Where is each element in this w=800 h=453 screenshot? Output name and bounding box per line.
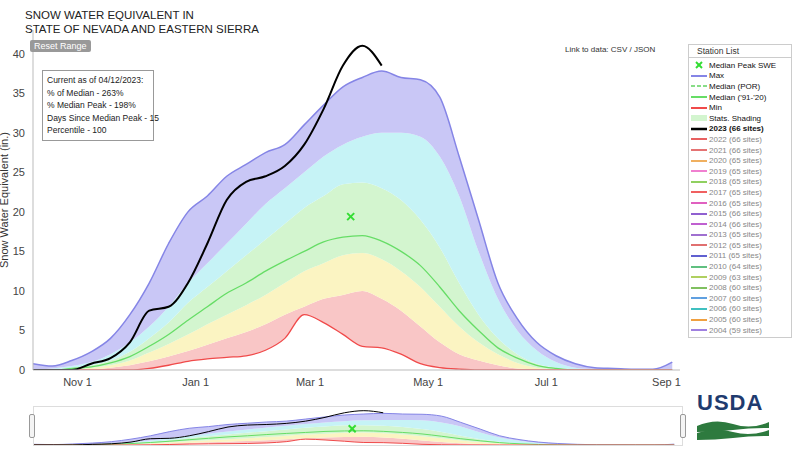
html-text:2014 (66 sites): 2014 (66 sites) [709, 219, 762, 229]
html-text:Max: Max [709, 71, 725, 81]
svg-text:40: 40 [13, 48, 25, 60]
svg-text:25: 25 [13, 166, 25, 178]
html-text:2011 (65 sites): 2011 (65 sites) [709, 251, 762, 261]
html-text:Median (POR): Median (POR) [709, 82, 761, 91]
svg-text:35: 35 [13, 87, 25, 99]
html-text:% Median Peak - 198%: % Median Peak - 198% [47, 100, 136, 110]
html-text:2017 (65 sites): 2017 (65 sites) [709, 187, 762, 197]
html-text:SNOW WATER EQUIVALENT IN: SNOW WATER EQUIVALENT IN [25, 9, 194, 21]
html-text:Reset Range: Reset Range [34, 41, 87, 51]
svg-text:Nov 1: Nov 1 [63, 376, 92, 388]
html-text:2005 (60 sites): 2005 (60 sites) [709, 315, 762, 324]
svg-text:0: 0 [19, 364, 25, 376]
html-text:2010 (64 sites): 2010 (64 sites) [709, 262, 762, 272]
html-text:Percentile - 100: Percentile - 100 [47, 125, 107, 135]
html-text:2006 (60 sites): 2006 (60 sites) [709, 304, 762, 314]
html-text:USDA: USDA [697, 390, 764, 415]
html-text:2021 (66 sites): 2021 (66 sites) [709, 145, 762, 155]
html-text:Days Since Median Peak - 15: Days Since Median Peak - 15 [47, 112, 159, 123]
svg-text:May 1: May 1 [413, 376, 443, 388]
html-text:2009 (63 sites): 2009 (63 sites) [709, 272, 762, 282]
svg-text:Sep 1: Sep 1 [652, 376, 681, 388]
html-text:2012 (65 sites): 2012 (65 sites) [709, 240, 762, 250]
html-text:Link to data: CSV / JSON: Link to data: CSV / JSON [565, 45, 656, 54]
html-text:2020 (65 sites): 2020 (65 sites) [709, 156, 762, 166]
html-text:STATE OF NEVADA AND EASTERN SI: STATE OF NEVADA AND EASTERN SIERRA [25, 23, 259, 35]
html-text:2018 (65 sites): 2018 (65 sites) [709, 177, 762, 187]
html-text:% of Median - 263%: % of Median - 263% [47, 87, 124, 98]
html-text:2004 (59 sites): 2004 (59 sites) [709, 325, 762, 335]
html-text:2023 (66 sites): 2023 (66 sites) [709, 124, 764, 134]
html-text:2016 (65 sites): 2016 (65 sites) [709, 198, 762, 208]
svg-text:Mar 1: Mar 1 [296, 376, 324, 388]
svg-text:Snow Water Equivalent (in.): Snow Water Equivalent (in.) [8, 132, 10, 268]
html-text:Station List: Station List [697, 46, 740, 56]
html-text:2013 (65 sites): 2013 (65 sites) [709, 230, 762, 240]
svg-text:10: 10 [13, 285, 25, 297]
html-text:2008 (60 sites): 2008 (60 sites) [709, 283, 762, 293]
html-text:2022 (66 sites): 2022 (66 sites) [709, 135, 762, 144]
html-text:Min: Min [709, 103, 722, 113]
html-text:2007 (60 sites): 2007 (60 sites) [709, 293, 762, 303]
html-text:2019 (65 sites): 2019 (65 sites) [709, 166, 762, 176]
svg-text:Jul 1: Jul 1 [535, 376, 558, 388]
svg-text:15: 15 [13, 245, 25, 257]
svg-text:5: 5 [19, 324, 25, 336]
html-text:Current as of 04/12/2023:: Current as of 04/12/2023: [47, 75, 144, 85]
svg-text:Jan 1: Jan 1 [182, 376, 209, 388]
html-text:Stats. Shading: Stats. Shading [709, 113, 761, 123]
svg-text:20: 20 [13, 206, 25, 218]
html-text:2015 (66 sites): 2015 (66 sites) [709, 209, 762, 219]
svg-text:30: 30 [13, 127, 25, 139]
html-text:Median Peak SWE: Median Peak SWE [709, 60, 777, 70]
html-text:Median ('91-'20): Median ('91-'20) [709, 92, 767, 102]
